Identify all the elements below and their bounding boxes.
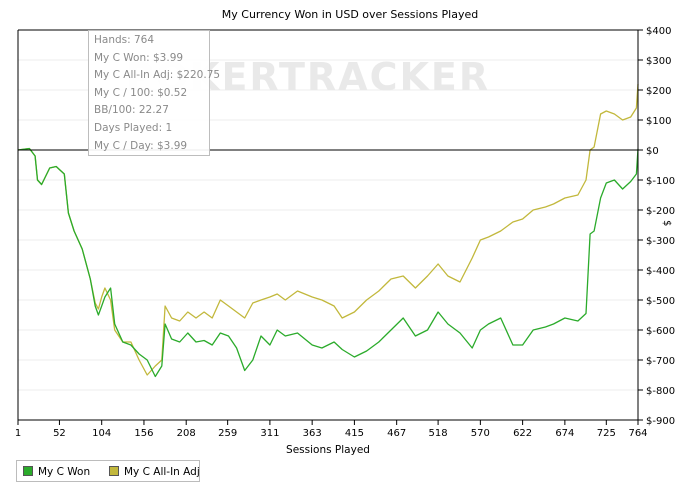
- x-axis-title: Sessions Played: [286, 444, 370, 456]
- x-tick-label-1: 52: [53, 428, 66, 439]
- y-axis-title: $: [661, 220, 672, 227]
- series-layer: [17, 83, 639, 378]
- y-tick-label-3: $100: [646, 116, 671, 127]
- y-axis-ticks: $400 $300 $200 $100 $0 $-100 $-200 $-300 $-400 $-…: [638, 26, 675, 427]
- y-tick-label-1: $300: [646, 56, 671, 67]
- x-tick-label-11: 570: [471, 428, 490, 439]
- stat-bb-100: BB/100: 22.27: [94, 104, 169, 117]
- x-tick-label-3: 156: [134, 428, 153, 439]
- x-tick-label-5: 259: [218, 428, 237, 439]
- x-tick-label-14: 725: [597, 428, 616, 439]
- x-tick-label-6: 311: [260, 428, 279, 439]
- x-tick-label-8: 415: [345, 428, 364, 439]
- legend-item-won: My C Won: [23, 465, 90, 479]
- x-axis-ticks: 1 52 104 156 208 259 311 363 415 467 518 570 622 674 7…: [15, 420, 648, 439]
- y-tick-label-7: $-300: [646, 236, 675, 247]
- y-tick-label-10: $-600: [646, 326, 675, 337]
- y-tick-label-6: $-200: [646, 206, 675, 217]
- x-tick-label-0: 1: [15, 428, 21, 439]
- y-tick-label-4: $0: [646, 146, 659, 157]
- y-tick-label-5: $-100: [646, 176, 675, 187]
- chart-title: My Currency Won in USD over Sessions Pla…: [221, 8, 479, 21]
- x-tick-label-9: 467: [387, 428, 406, 439]
- x-tick-label-2: 104: [92, 428, 111, 439]
- legend: My C Won My C All-In Adj: [16, 460, 200, 482]
- axes: [17, 29, 639, 421]
- y-tick-label-8: $-400: [646, 266, 675, 277]
- y-tick-label-13: $-900: [646, 416, 675, 427]
- y-tick-label-11: $-700: [646, 356, 675, 367]
- y-tick-label-9: $-500: [646, 296, 675, 307]
- stat-per-day: My C / Day: $3.99: [94, 139, 188, 152]
- y-tick-label-2: $200: [646, 86, 671, 97]
- x-tick-label-12: 622: [513, 428, 532, 439]
- stats-box: Hands: 764 My C Won: $3.99 My C All-In A…: [88, 30, 221, 156]
- legend-swatch-won: [23, 466, 33, 476]
- x-tick-label-15: 764: [628, 428, 647, 439]
- stat-won: My C Won: $3.99: [94, 51, 184, 64]
- y-tick-label-12: $-800: [646, 386, 675, 397]
- stat-days-played: Days Played: 1: [94, 121, 173, 134]
- legend-label-won: My C Won: [38, 466, 91, 478]
- x-tick-label-4: 208: [177, 428, 196, 439]
- stat-hands: Hands: 764: [94, 34, 155, 46]
- legend-swatch-allin-adj: [109, 466, 119, 476]
- stat-per-100: My C / 100: $0.52: [94, 86, 188, 99]
- x-tick-label-10: 518: [429, 428, 448, 439]
- legend-label-allin-adj: My C All-In Adj: [124, 466, 200, 478]
- y-tick-label-0: $400: [646, 26, 671, 37]
- stat-allin-adj: My C All-In Adj: $220.75: [94, 69, 221, 82]
- x-tick-label-13: 674: [555, 428, 574, 439]
- x-tick-label-7: 363: [303, 428, 322, 439]
- legend-item-allin-adj: My C All-In Adj: [109, 465, 200, 479]
- series-line-won: [17, 147, 639, 378]
